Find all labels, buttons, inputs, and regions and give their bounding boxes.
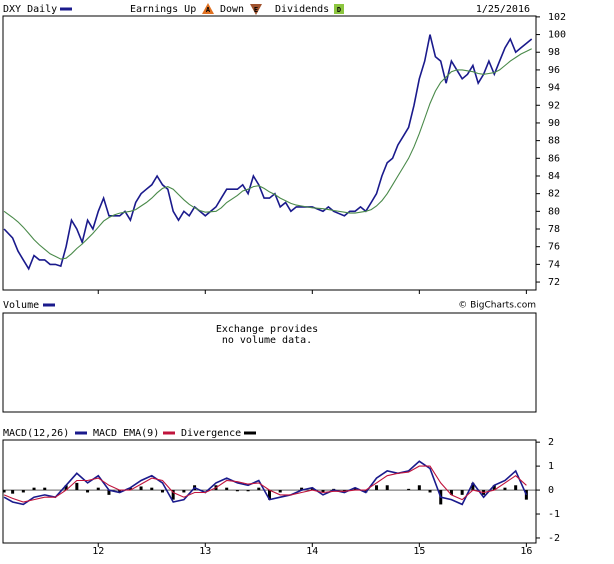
divergence-bar: [375, 485, 379, 491]
divergence-bar: [300, 487, 304, 491]
divergence-bar: [225, 487, 229, 491]
legend-label: Earnings Up: [130, 4, 196, 15]
panel-border: [2, 312, 537, 413]
x-tick-label: 15: [413, 546, 425, 557]
divergence-bar: [182, 490, 186, 493]
divergence-bar: [160, 490, 164, 493]
y-tick-label: 100: [548, 30, 566, 41]
y-tick-label: 76: [548, 242, 560, 253]
divergence-bar: [75, 482, 79, 491]
y-tick-label: 98: [548, 47, 560, 58]
divergence-bar: [107, 490, 111, 495]
divergence-bar: [64, 485, 68, 491]
earnings-up-icon: [202, 3, 214, 14]
y-tick-label: 96: [548, 65, 560, 76]
divergence-bar: [11, 490, 15, 494]
divergence-bar: [353, 487, 357, 491]
divergence-bar: [310, 487, 314, 491]
icon-letter: A: [206, 6, 211, 14]
divergence-bar: [460, 490, 464, 495]
divergence-bar: [514, 485, 518, 491]
y-tick-label: 78: [548, 224, 560, 235]
divergence-bar: [86, 490, 90, 493]
y-tick-label: 1: [548, 461, 554, 472]
date: 1/25/2016: [476, 4, 530, 15]
divergence-bar: [417, 485, 421, 491]
divergence-bar: [503, 487, 507, 491]
y-tick-label: 88: [548, 136, 560, 147]
y-tick-label: -2: [548, 533, 560, 544]
panel-title: DXY Daily: [3, 4, 57, 15]
legend-label: MACD EMA(9): [93, 428, 159, 439]
divergence-bar: [150, 487, 154, 491]
divergence-bar: [257, 487, 261, 491]
divergence-bar: [492, 485, 496, 491]
divergence-bar: [235, 490, 239, 492]
divergence-bar: [407, 488, 411, 491]
y-tick-label: 0: [548, 485, 554, 496]
divergence-bar: [342, 490, 346, 492]
y-tick-label: 2: [548, 437, 554, 448]
divergence-bar: [32, 487, 36, 491]
icon-letter: D: [337, 6, 341, 14]
message: Exchange provides: [216, 324, 318, 335]
divergence-bar: [118, 490, 122, 493]
x-tick-label: 14: [306, 546, 318, 557]
dividend-icon: [334, 4, 344, 14]
series-line: [3, 460, 528, 506]
y-tick-label: 90: [548, 118, 560, 129]
series-line: [3, 465, 527, 503]
icon-letter: E: [254, 6, 258, 14]
y-tick-label: 86: [548, 153, 560, 164]
divergence-bar: [171, 490, 175, 500]
divergence-bar: [139, 486, 143, 491]
divergence-bar: [449, 490, 453, 495]
divergence-bar: [278, 490, 282, 493]
y-tick-label: 74: [548, 259, 560, 270]
y-tick-label: 102: [548, 12, 566, 23]
divergence-bar: [96, 487, 100, 491]
y-tick-label: 92: [548, 100, 560, 111]
y-tick-label: 72: [548, 277, 560, 288]
source: © BigCharts.com: [458, 301, 536, 311]
y-tick-label: 94: [548, 83, 560, 94]
divergence-bar: [385, 485, 389, 491]
x-tick-label: 12: [92, 546, 104, 557]
divergence-bar: [321, 490, 325, 493]
divergence-bar: [43, 487, 47, 491]
panel-border: [2, 15, 537, 291]
panel-title: Volume: [3, 300, 39, 311]
legend-label: Down: [220, 4, 244, 15]
y-tick-label: 80: [548, 206, 560, 217]
divergence-bar: [428, 490, 432, 493]
x-tick-label: 16: [520, 546, 532, 557]
divergence-bar: [268, 490, 271, 500]
x-tick-label: 13: [199, 546, 211, 557]
legend-label: MACD(12,26): [3, 428, 69, 439]
moving-average: [3, 48, 532, 260]
y-tick-label: -1: [548, 509, 560, 520]
divergence-bar: [246, 490, 250, 492]
legend-label: Dividends: [275, 4, 329, 15]
message: no volume data.: [222, 335, 312, 346]
divergence-bar: [2, 490, 6, 493]
legend-label: Divergence: [181, 428, 241, 439]
earnings-down-icon: [250, 4, 262, 15]
series-line: [3, 34, 533, 271]
divergence-bar: [128, 487, 132, 491]
y-tick-label: 84: [548, 171, 560, 182]
divergence-bar: [471, 482, 475, 491]
y-tick-label: 82: [548, 189, 560, 200]
divergence-bar: [21, 490, 25, 493]
